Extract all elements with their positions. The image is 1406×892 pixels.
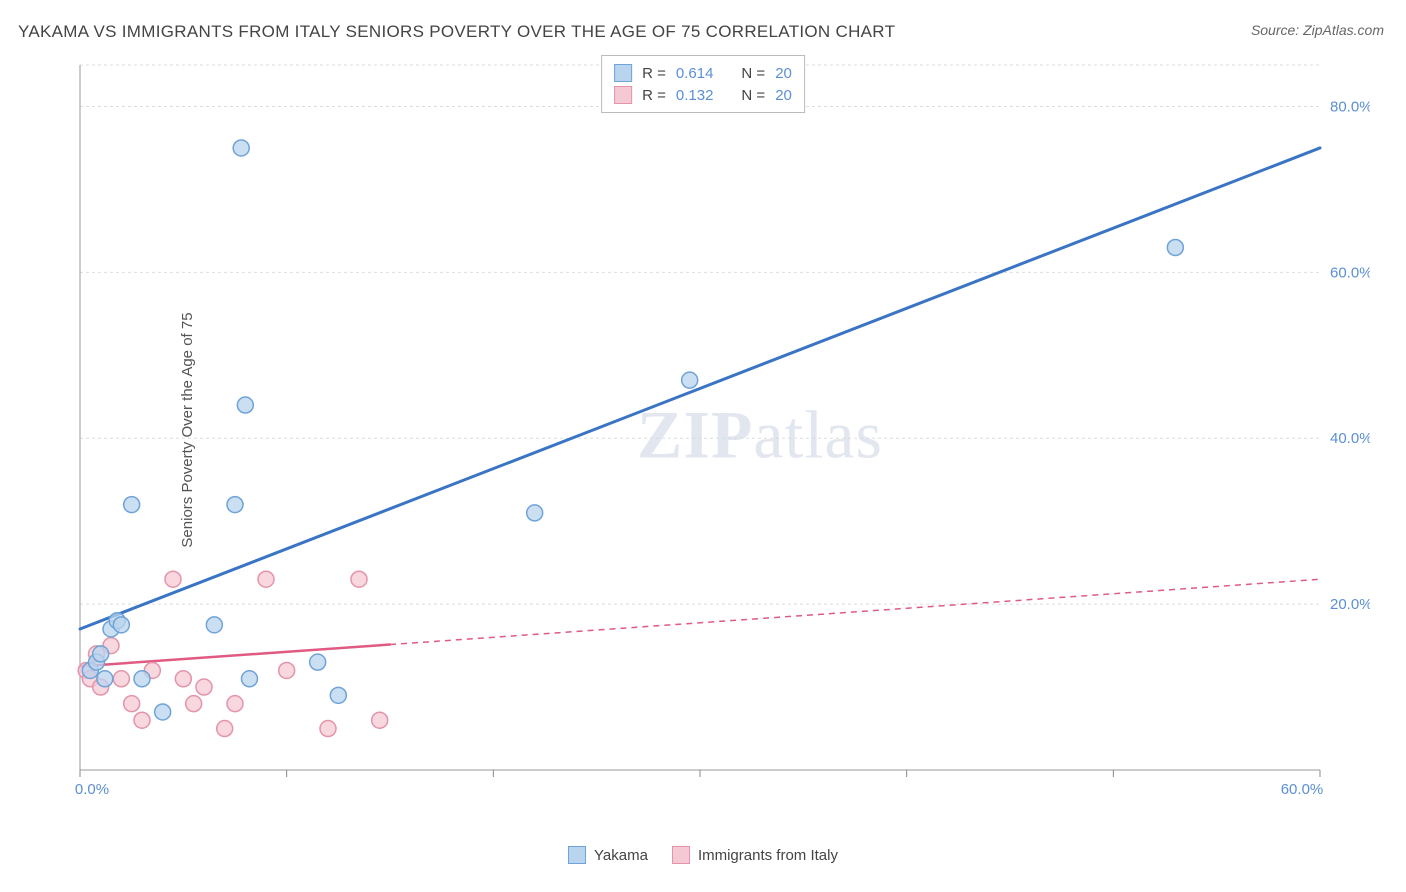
- svg-text:60.0%: 60.0%: [1330, 264, 1370, 281]
- swatch-italy: [614, 86, 632, 104]
- n-value-italy: 20: [775, 87, 792, 104]
- n-label: N =: [741, 65, 765, 82]
- swatch-yakama: [568, 846, 586, 864]
- legend-label-yakama: Yakama: [594, 847, 648, 864]
- svg-text:40.0%: 40.0%: [1330, 430, 1370, 447]
- svg-text:ZIPatlas: ZIPatlas: [637, 397, 883, 473]
- source-attribution: Source: ZipAtlas.com: [1251, 22, 1384, 38]
- svg-text:60.0%: 60.0%: [1281, 781, 1324, 798]
- chart-title: YAKAMA VS IMMIGRANTS FROM ITALY SENIORS …: [18, 22, 895, 42]
- svg-text:0.0%: 0.0%: [75, 781, 109, 798]
- r-label: R =: [642, 87, 666, 104]
- svg-text:20.0%: 20.0%: [1330, 596, 1370, 613]
- legend-row-yakama: R = 0.614 N = 20: [614, 62, 792, 84]
- n-label: N =: [741, 87, 765, 104]
- n-value-yakama: 20: [775, 65, 792, 82]
- swatch-italy: [672, 846, 690, 864]
- legend-item-italy: Immigrants from Italy: [672, 846, 838, 864]
- plot-area: Seniors Poverty Over the Age of 75 20.0%…: [50, 50, 1370, 810]
- legend-item-yakama: Yakama: [568, 846, 648, 864]
- legend-row-italy: R = 0.132 N = 20: [614, 84, 792, 106]
- chart-svg: 20.0% 40.0% 60.0% 80.0% 0.0% 60.0% ZIPatlas: [50, 50, 1370, 810]
- correlation-legend: R = 0.614 N = 20 R = 0.132 N = 20: [601, 55, 805, 113]
- chart-container: YAKAMA VS IMMIGRANTS FROM ITALY SENIORS …: [0, 0, 1406, 892]
- svg-text:80.0%: 80.0%: [1330, 98, 1370, 115]
- r-value-yakama: 0.614: [676, 65, 714, 82]
- r-value-italy: 0.132: [676, 87, 714, 104]
- legend-label-italy: Immigrants from Italy: [698, 847, 838, 864]
- r-label: R =: [642, 65, 666, 82]
- swatch-yakama: [614, 64, 632, 82]
- series-legend: Yakama Immigrants from Italy: [568, 846, 838, 864]
